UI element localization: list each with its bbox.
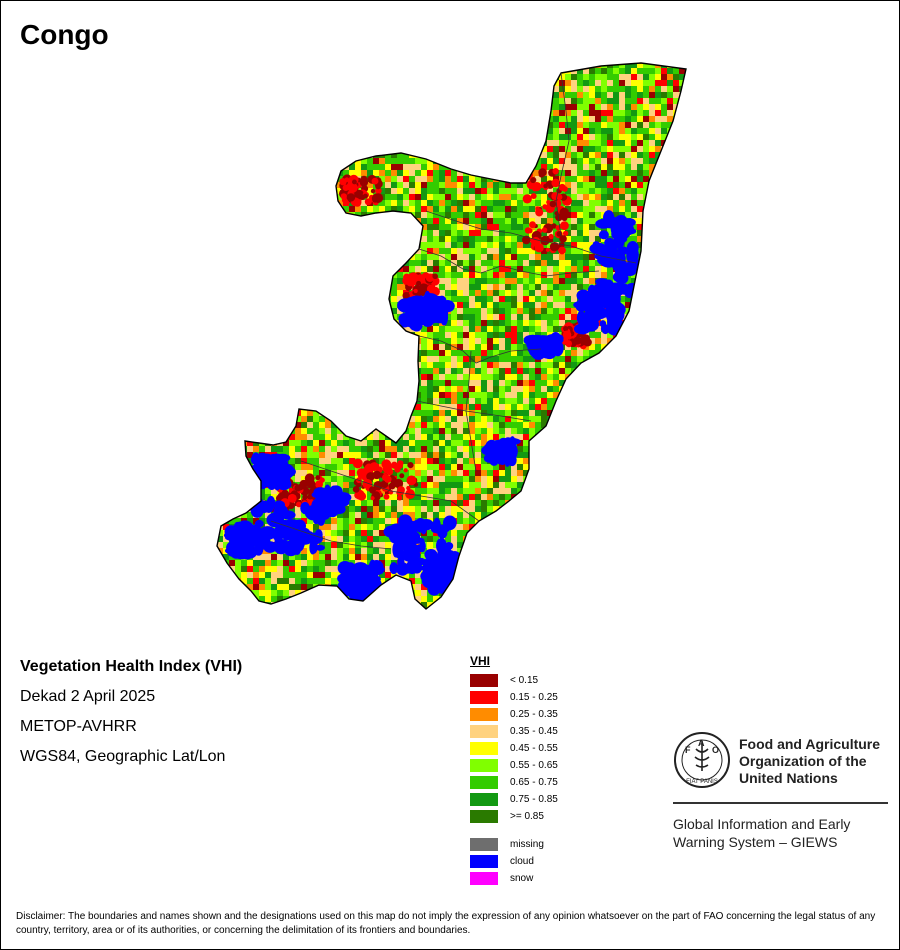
legend-class-swatch [470,776,498,789]
disclaimer-text: Disclaimer: The boundaries and names sho… [16,911,876,936]
legend-title: VHI [470,654,491,668]
legend-class-row: 0.55 - 0.65 [470,757,558,774]
legend-class-label: 0.25 - 0.35 [510,709,558,720]
fao-branding: F A O FIAT PANIS Food and Agriculture Or… [673,731,893,861]
map-title: Congo [20,19,109,50]
legend-class-label: 0.45 - 0.55 [510,743,558,754]
legend-class-swatch [470,793,498,806]
legend-special-label: missing [510,839,544,850]
fao-org-name: Food and Agriculture Organization of the… [739,736,899,787]
legend-class-label: 0.15 - 0.25 [510,692,558,703]
legend-class-row: 0.35 - 0.45 [470,723,558,740]
fao-name-line3: United Nations [739,770,838,786]
fao-logo-icon: F A O FIAT PANIS [674,732,730,788]
map-area [1,1,900,641]
legend: VHI < 0.15 0.15 - 0.25 0.25 - 0.35 0.35 - 0… [470,654,558,887]
legend-class-label: 0.35 - 0.45 [510,726,558,737]
legend-class-row: >= 0.85 [470,808,544,825]
fao-name-line1: Food and Agriculture [739,736,881,752]
congo-vhi-map [216,62,687,610]
legend-class-swatch [470,708,498,721]
legend-classes: < 0.15 0.15 - 0.25 0.25 - 0.35 0.35 - 0.45 0… [470,672,558,825]
legend-class-swatch [470,691,498,704]
legend-special-swatch [470,838,498,851]
period-label: Dekad 2 April 2025 [20,688,156,705]
fao-logo-letter-a: A [698,738,705,748]
legend-special-swatch [470,855,498,868]
legend-class-swatch [470,810,498,823]
sensor-label: METOP-AVHRR [20,718,137,735]
fao-name-line2: Organization of the [739,753,867,769]
legend-class-row: 0.65 - 0.75 [470,774,558,791]
legend-class-swatch [470,674,498,687]
map-info: Vegetation Health Index (VHI) Dekad 2 Ap… [20,657,242,777]
legend-class-swatch [470,725,498,738]
legend-class-swatch [470,759,498,772]
projection-label: WGS84, Geographic Lat/Lon [20,748,226,765]
giews-label: Global Information and Early Warning Sys… [673,815,893,851]
legend-class-row: 0.75 - 0.85 [470,791,558,808]
legend-class-row: 0.25 - 0.35 [470,706,558,723]
fao-logo-letter-f: F [685,745,691,755]
fao-divider [673,802,888,804]
index-name: Vegetation Health Index (VHI) [20,658,243,675]
legend-class-label: 0.75 - 0.85 [510,794,558,805]
legend-special-label: snow [510,873,534,884]
giews-line2: Warning System – GIEWS [673,834,838,850]
legend-special-swatch [470,872,498,885]
legend-class-row: 0.15 - 0.25 [470,689,558,706]
legend-class-label: 0.55 - 0.65 [510,760,558,771]
legend-class-label: >= 0.85 [510,811,544,822]
legend-class-label: < 0.15 [510,675,539,686]
legend-class-row: < 0.15 [470,672,538,689]
legend-special-row: snow [470,870,533,887]
giews-line1: Global Information and Early [673,816,851,832]
vhi-raster [217,63,686,609]
legend-class-row: 0.45 - 0.55 [470,740,558,757]
legend-class-swatch [470,742,498,755]
legend-special: missing cloud snow [470,836,544,887]
legend-special-row: cloud [470,853,534,870]
fao-logo-letter-o: O [712,745,719,755]
fao-logo-motto: FIAT PANIS [686,779,718,785]
legend-class-label: 0.65 - 0.75 [510,777,558,788]
admin-boundaries [270,72,637,550]
legend-special-row: missing [470,836,544,853]
legend-special-label: cloud [510,856,534,867]
